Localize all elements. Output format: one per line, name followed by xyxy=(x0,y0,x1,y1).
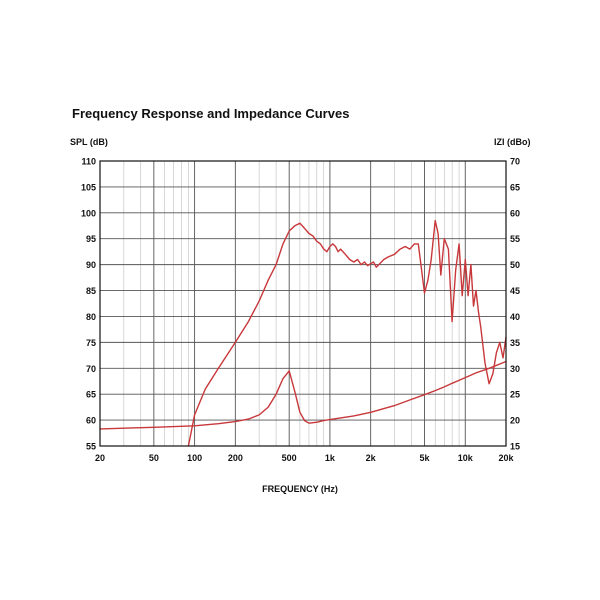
y-tick-label-right: 30 xyxy=(510,364,520,374)
y-tick-label-right: 65 xyxy=(510,182,520,192)
series-group xyxy=(99,219,507,447)
x-tick-label: 20k xyxy=(498,453,514,463)
y-axis-label-right: IZI (dBo) xyxy=(494,137,531,147)
y-tick-label-right: 25 xyxy=(510,390,520,400)
y-tick-label-right: 70 xyxy=(510,157,520,167)
y-tick-label-left: 85 xyxy=(86,286,96,296)
y-tick-label-left: 90 xyxy=(86,260,96,270)
y-tick-label-left: 55 xyxy=(86,442,96,452)
y-tick-label-left: 105 xyxy=(81,182,96,192)
y-tick-label-left: 110 xyxy=(81,157,96,167)
x-tick-label: 500 xyxy=(282,453,297,463)
y-tick-label-right: 40 xyxy=(510,312,520,322)
minor-gridlines xyxy=(123,161,460,446)
y-tick-label-right: 60 xyxy=(510,208,520,218)
y-tick-label-right: 35 xyxy=(510,338,520,348)
x-tick-labels: 20 50 100 200 500 1k 2k 5k 10k 20k xyxy=(95,453,515,463)
y-axis-label-left: SPL (dB) xyxy=(70,137,108,147)
y-tick-labels-left: 110 105 100 95 90 85 80 75 70 65 60 55 xyxy=(81,157,96,452)
x-tick-label: 10k xyxy=(458,453,474,463)
y-tick-label-left: 70 xyxy=(86,364,96,374)
y-tick-label-left: 75 xyxy=(86,338,96,348)
x-tick-label: 5k xyxy=(420,453,431,463)
major-gridlines xyxy=(99,160,507,447)
x-tick-label: 1k xyxy=(325,453,336,463)
x-tick-label: 50 xyxy=(149,453,159,463)
y-tick-label-right: 20 xyxy=(510,416,520,426)
y-tick-label-right: 45 xyxy=(510,286,520,296)
x-tick-label: 200 xyxy=(228,453,243,463)
x-tick-label: 20 xyxy=(95,453,105,463)
y-tick-label-left: 65 xyxy=(86,390,96,400)
y-tick-labels-right: 70 65 60 55 50 45 40 35 30 25 20 15 xyxy=(510,157,520,452)
y-tick-label-right: 50 xyxy=(510,260,520,270)
impedance-curve xyxy=(99,360,507,430)
x-tick-label: 100 xyxy=(187,453,202,463)
y-tick-label-left: 80 xyxy=(86,312,96,322)
x-tick-label: 2k xyxy=(366,453,377,463)
y-tick-label-left: 60 xyxy=(86,416,96,426)
y-tick-label-left: 100 xyxy=(81,208,96,218)
y-tick-label-left: 95 xyxy=(86,234,96,244)
x-axis-label: FREQUENCY (Hz) xyxy=(262,484,338,494)
y-tick-label-right: 15 xyxy=(510,442,520,452)
plot-frame xyxy=(99,160,507,447)
spl-curve xyxy=(187,219,507,447)
chart-title: Frequency Response and Impedance Curves xyxy=(72,106,349,121)
y-tick-label-right: 55 xyxy=(510,234,520,244)
